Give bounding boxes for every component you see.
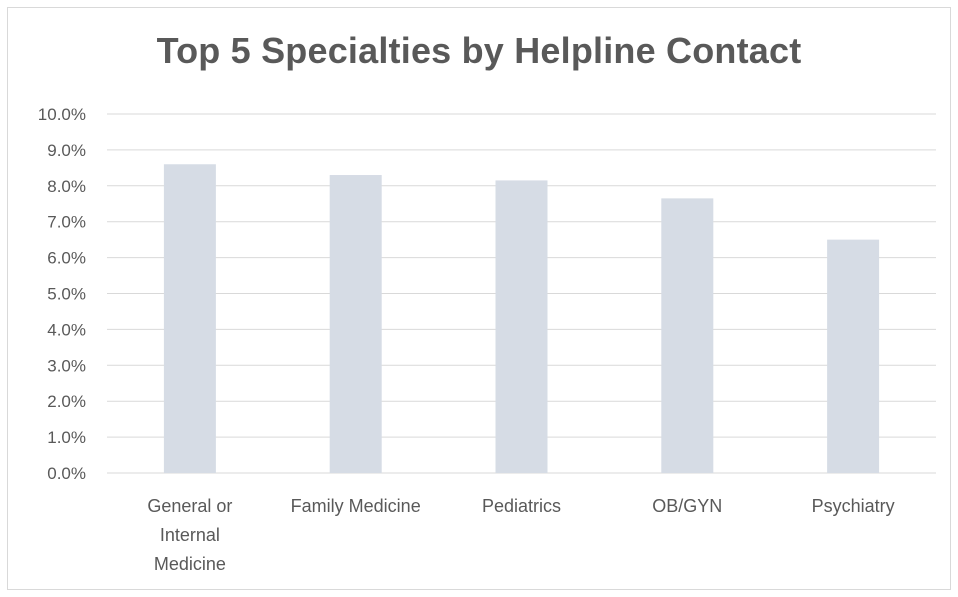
x-category-label: Family Medicine <box>291 496 421 516</box>
y-tick-label: 6.0% <box>47 249 86 268</box>
x-category-label: Psychiatry <box>812 496 895 516</box>
y-tick-label: 8.0% <box>47 177 86 196</box>
bar <box>827 239 880 473</box>
y-tick-label: 7.0% <box>47 213 86 232</box>
bars <box>163 164 880 474</box>
y-tick-label: 0.0% <box>47 464 86 483</box>
bar <box>329 175 382 473</box>
y-tick-label: 4.0% <box>47 320 86 339</box>
y-axis-tick-labels: 0.0% 1.0% 2.0% 3.0% 4.0% 5.0% 6.0% 7.0% 8.0% 9.0%… <box>38 105 86 483</box>
x-axis-category-labels: General or Internal Medicine Family Medicin… <box>147 496 894 574</box>
bar <box>163 164 216 473</box>
bar <box>495 180 548 474</box>
x-category-label: General or Internal Medicine <box>147 496 232 574</box>
chart-title: Top 5 Specialties by Helpline Contact <box>156 30 802 71</box>
y-tick-label: 2.0% <box>47 392 86 411</box>
y-tick-label: 10.0% <box>38 105 86 124</box>
y-tick-label: 1.0% <box>47 428 86 447</box>
y-tick-label: 9.0% <box>47 141 86 160</box>
y-tick-label: 5.0% <box>47 285 86 304</box>
x-category-label: OB/GYN <box>652 496 722 516</box>
bar <box>661 198 714 474</box>
x-category-label: Pediatrics <box>482 496 561 516</box>
y-tick-label: 3.0% <box>47 356 86 375</box>
